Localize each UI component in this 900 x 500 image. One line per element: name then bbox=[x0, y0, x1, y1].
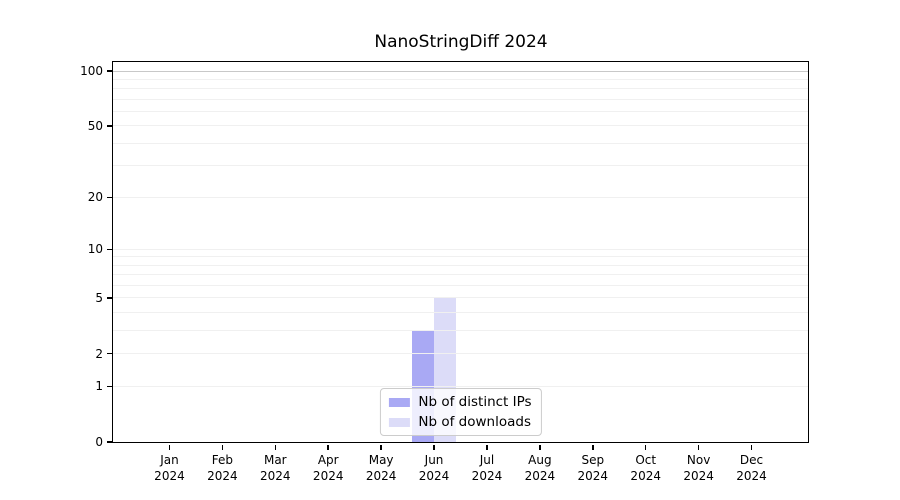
x-tick-year: 2024 bbox=[260, 469, 291, 483]
gridline bbox=[113, 353, 808, 355]
legend-label-downloads: Nb of downloads bbox=[418, 414, 531, 430]
gridline bbox=[113, 111, 808, 113]
y-tick bbox=[106, 70, 112, 72]
y-tick bbox=[106, 385, 112, 388]
x-tick-label: Mar 2024 bbox=[260, 453, 291, 483]
legend-item-downloads: Nb of downloads bbox=[388, 414, 531, 430]
x-tick bbox=[486, 445, 488, 450]
x-tick bbox=[380, 445, 382, 450]
x-tick-label: Feb 2024 bbox=[207, 453, 238, 483]
x-tick-year: 2024 bbox=[630, 469, 661, 483]
gridline bbox=[113, 196, 808, 198]
x-tick bbox=[433, 445, 435, 450]
gridline bbox=[113, 274, 808, 276]
gridline bbox=[113, 297, 808, 299]
x-tick bbox=[750, 445, 753, 450]
gridline bbox=[113, 165, 808, 167]
x-tick bbox=[221, 445, 224, 450]
legend-item-distinct-ips: Nb of distinct IPs bbox=[388, 394, 532, 410]
gridline bbox=[113, 256, 808, 258]
y-tick-label: 1 bbox=[95, 379, 103, 394]
x-tick-label: Aug 2024 bbox=[524, 453, 556, 483]
x-tick bbox=[644, 445, 647, 450]
x-tick-year: 2024 bbox=[312, 469, 344, 483]
y-tick-label: 0 bbox=[95, 435, 103, 449]
x-tick-label: Apr 2024 bbox=[312, 453, 344, 483]
x-tick-label: Dec 2024 bbox=[736, 453, 767, 483]
gridline bbox=[113, 98, 808, 100]
chart-title: NanoStringDiff 2024 bbox=[374, 32, 548, 52]
x-tick bbox=[168, 445, 171, 450]
gridline bbox=[113, 142, 808, 144]
x-tick-year: 2024 bbox=[365, 469, 397, 483]
legend-swatch-distinct-ips-icon bbox=[388, 397, 410, 407]
gridline bbox=[113, 285, 808, 287]
x-tick-year: 2024 bbox=[154, 469, 185, 483]
x-tick-year: 2024 bbox=[524, 469, 556, 483]
x-tick bbox=[697, 445, 700, 450]
x-tick-label: Oct 2024 bbox=[630, 453, 661, 483]
legend: Nb of distinct IPs Nb of downloads bbox=[379, 388, 542, 436]
y-tick bbox=[106, 248, 112, 250]
y-tick-label: 50 bbox=[87, 118, 103, 133]
gridline bbox=[113, 88, 808, 90]
y-tick bbox=[106, 125, 112, 127]
x-tick-label: Nov 2024 bbox=[683, 453, 714, 483]
x-tick bbox=[327, 445, 329, 450]
gridline bbox=[113, 125, 808, 127]
x-tick-year: 2024 bbox=[471, 469, 503, 483]
y-tick bbox=[106, 196, 112, 199]
y-tick-label: 20 bbox=[87, 190, 103, 205]
y-tick bbox=[106, 297, 112, 299]
x-tick-year: 2024 bbox=[577, 469, 609, 483]
x-tick-year: 2024 bbox=[207, 469, 238, 483]
gridline bbox=[113, 312, 808, 314]
y-tick-label: 5 bbox=[95, 290, 103, 305]
x-tick-label: May 2024 bbox=[365, 453, 397, 483]
x-tick bbox=[274, 445, 277, 450]
y-tick bbox=[106, 441, 112, 443]
x-tick-year: 2024 bbox=[683, 469, 714, 483]
gridline bbox=[113, 70, 808, 72]
gridline bbox=[113, 248, 808, 250]
legend-swatch-downloads-icon bbox=[388, 417, 410, 427]
gridline bbox=[113, 78, 808, 80]
x-tick-label: Sep 2024 bbox=[577, 453, 609, 483]
y-tick-label: 2 bbox=[95, 346, 103, 361]
legend-label-distinct-ips: Nb of distinct IPs bbox=[418, 394, 532, 410]
gridline bbox=[113, 264, 808, 266]
gridline bbox=[113, 385, 808, 387]
x-tick bbox=[539, 445, 541, 450]
x-tick bbox=[592, 445, 594, 450]
x-tick-year: 2024 bbox=[736, 469, 767, 483]
gridline bbox=[113, 330, 808, 332]
x-tick-label: Jul 2024 bbox=[471, 453, 503, 483]
plot-area: 100 50 20 10 5 2 1 0 Jan 2024 Feb 2024 Mar 2024 Apr 20… bbox=[80, 61, 809, 483]
y-tick-label: 10 bbox=[87, 242, 103, 257]
x-tick-year: 2024 bbox=[418, 469, 450, 483]
y-tick bbox=[106, 352, 112, 355]
x-tick-label: Jan 2024 bbox=[154, 453, 185, 483]
x-tick-label: Jun 2024 bbox=[418, 453, 450, 483]
y-tick-label: 100 bbox=[80, 64, 103, 79]
